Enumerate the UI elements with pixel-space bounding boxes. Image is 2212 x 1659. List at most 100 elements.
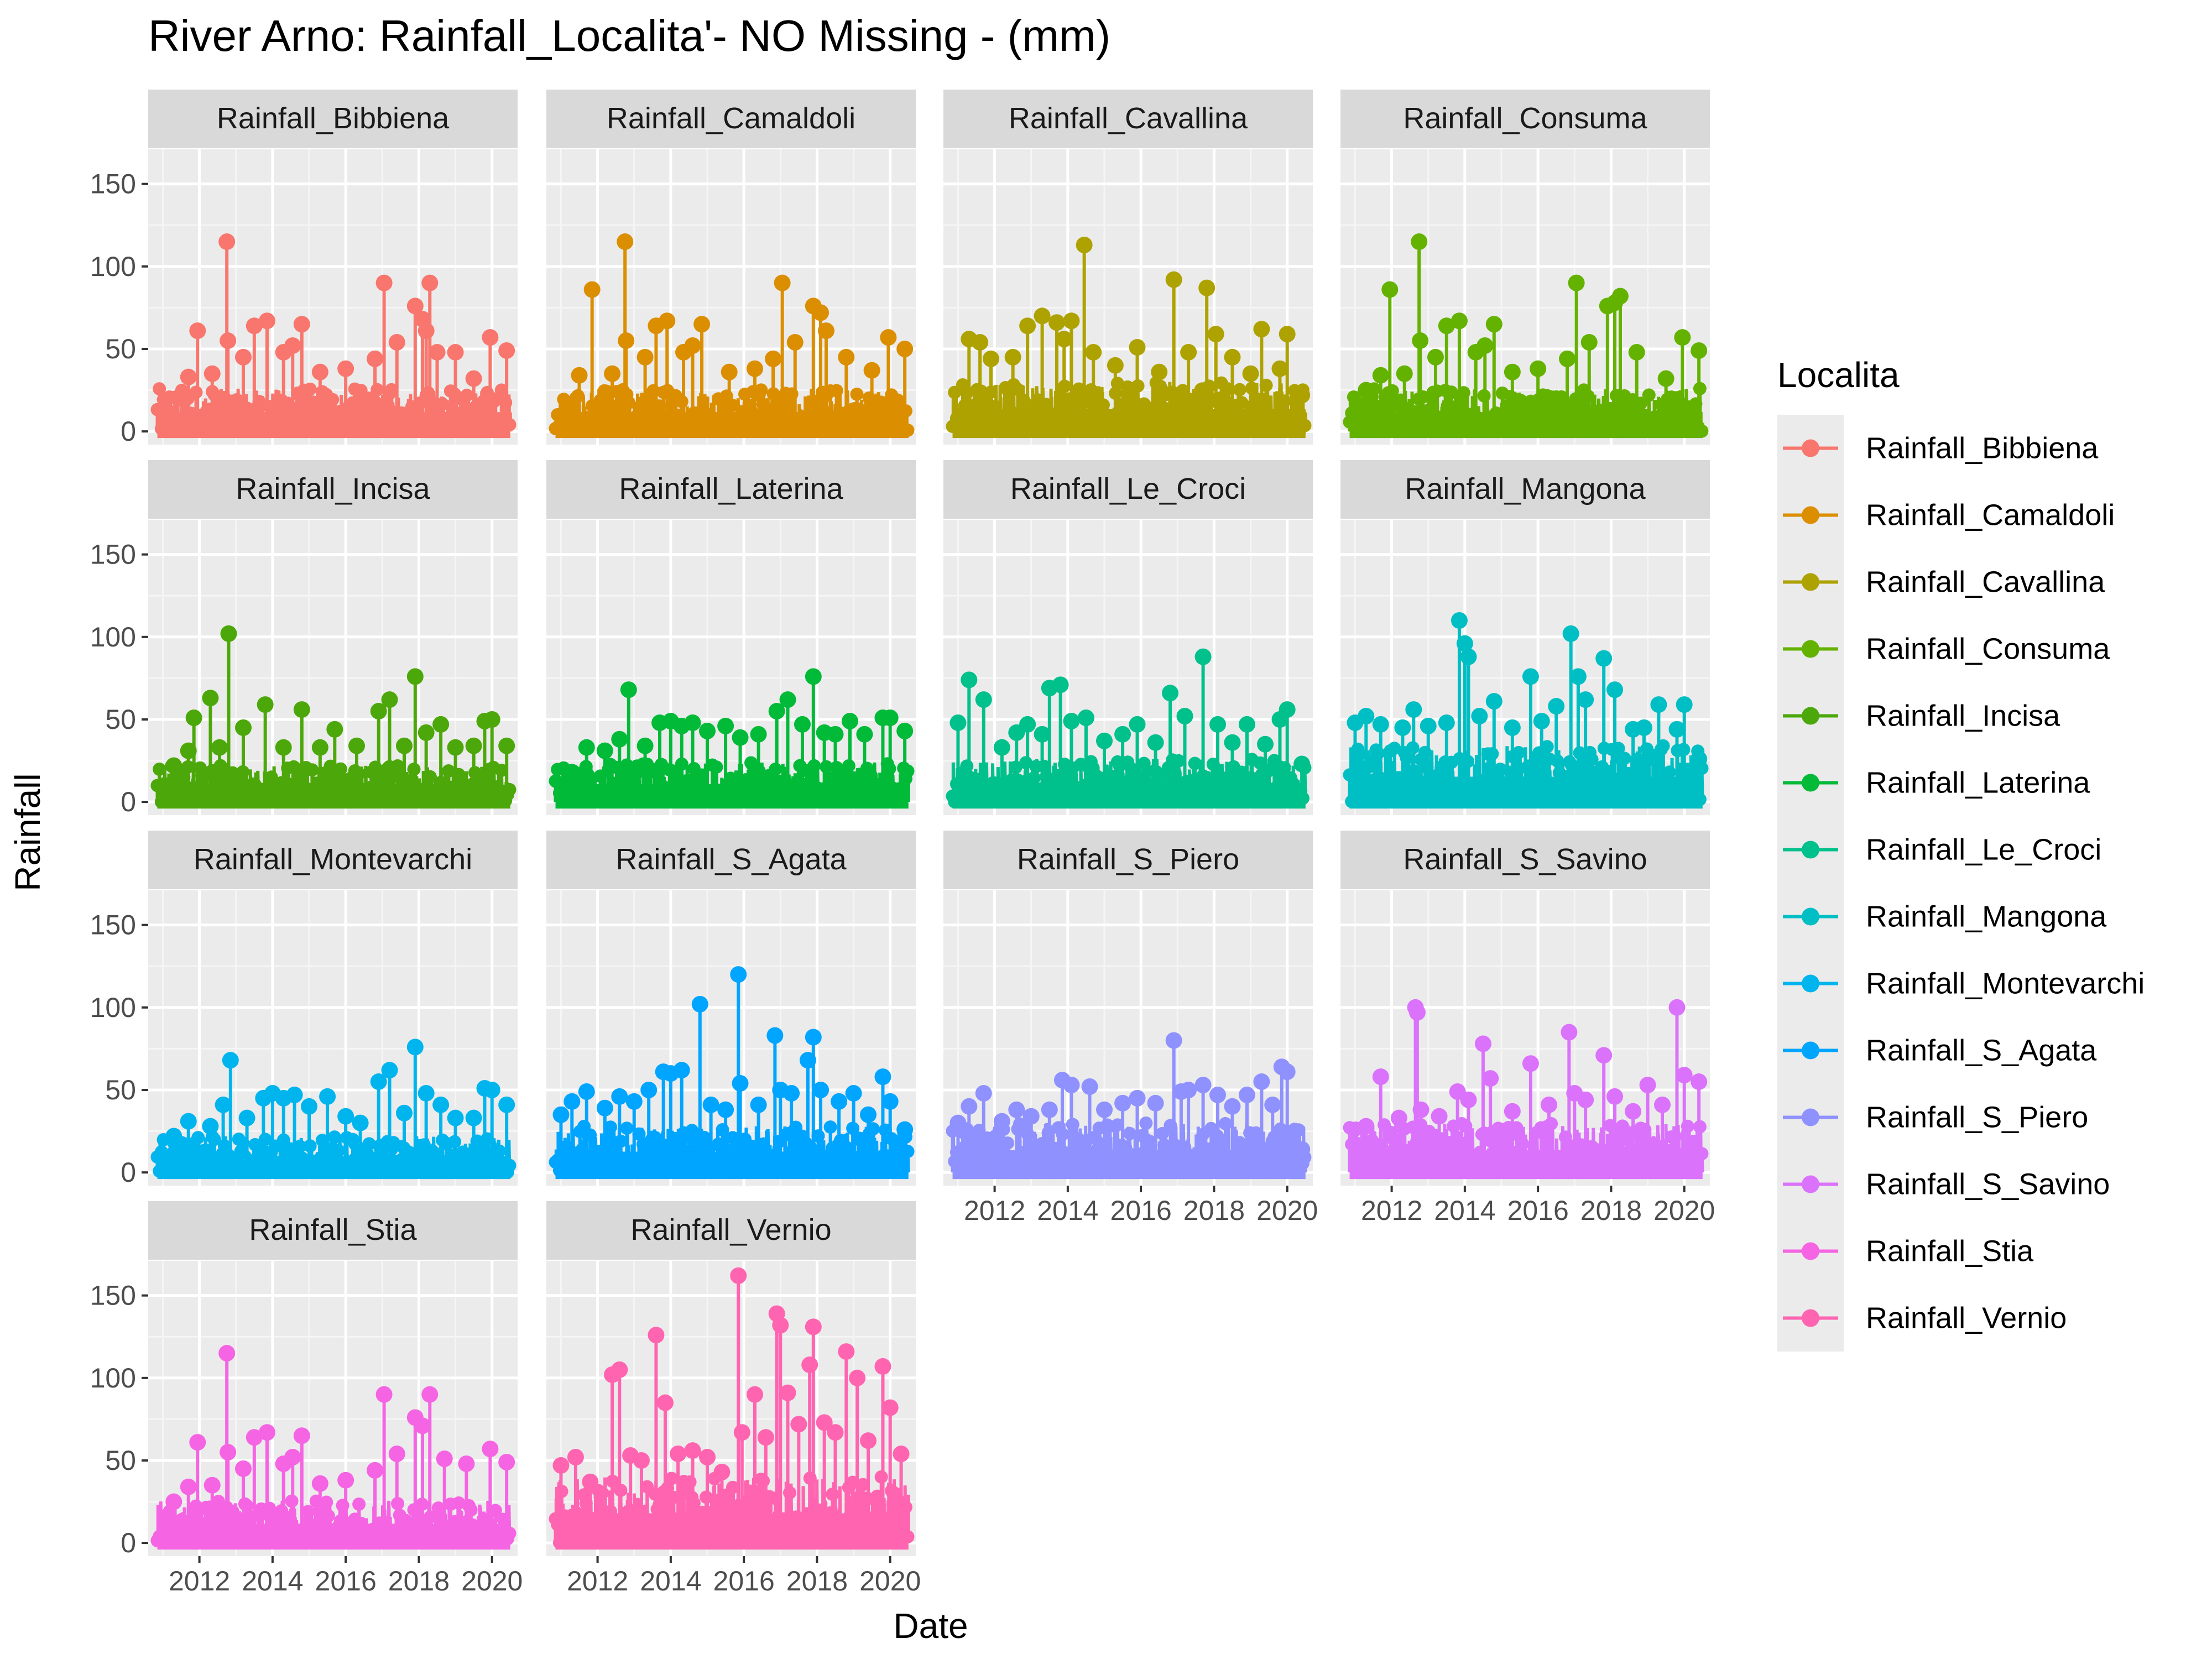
- data-point: [333, 1514, 347, 1528]
- facet-panel: Rainfall_Montevarchi 0 50 100 150: [90, 831, 518, 1188]
- data-point: [706, 1525, 719, 1538]
- data-point: [337, 1472, 354, 1489]
- legend-key-point: [1802, 774, 1819, 792]
- data-point: [578, 739, 595, 756]
- legend-key-point: [1802, 1242, 1819, 1260]
- data-point: [395, 737, 413, 754]
- data-point: [1559, 350, 1576, 367]
- data-point: [656, 1394, 674, 1411]
- data-point: [699, 1449, 716, 1466]
- data-point: [864, 769, 878, 782]
- data-point: [258, 1424, 275, 1441]
- data-point: [838, 1343, 855, 1360]
- data-point: [1438, 714, 1455, 731]
- data-point: [972, 334, 989, 351]
- data-point: [611, 731, 628, 748]
- data-point: [456, 777, 469, 791]
- data-point: [783, 1084, 800, 1102]
- data-point: [375, 1386, 393, 1403]
- data-point: [482, 329, 499, 346]
- legend-key-point: [1802, 974, 1819, 993]
- data-point: [1695, 424, 1709, 438]
- legend-item: Rainfall_Consuma: [1777, 615, 2110, 682]
- data-point: [750, 1096, 767, 1113]
- data-point: [1129, 1089, 1146, 1107]
- data-point: [1477, 337, 1494, 354]
- data-point: [1063, 1077, 1080, 1094]
- data-point: [620, 681, 637, 698]
- facet-strip: [1340, 90, 1710, 148]
- data-point: [1638, 1123, 1652, 1136]
- data-point: [293, 1139, 307, 1153]
- data-point: [320, 1495, 333, 1509]
- data-point: [301, 1505, 315, 1519]
- facet-panel: Rainfall_Cavallina: [943, 90, 1313, 445]
- facet-strip: [943, 831, 1313, 889]
- data-point: [950, 714, 967, 731]
- data-point: [1070, 782, 1084, 796]
- y-tick-label: 100: [90, 1363, 136, 1394]
- data-point: [567, 1449, 584, 1466]
- y-tick-label: 100: [90, 992, 136, 1023]
- data-point: [180, 368, 197, 385]
- facet-strip-label: Rainfall_Laterina: [619, 472, 843, 505]
- data-point: [1249, 1126, 1263, 1140]
- facet-strip-label: Rainfall_S_Piero: [1017, 843, 1239, 876]
- x-tick-label: 2020: [461, 1566, 523, 1597]
- data-point: [1394, 719, 1411, 736]
- data-point: [750, 726, 767, 743]
- data-point: [1076, 237, 1093, 254]
- data-point: [838, 348, 855, 366]
- data-point: [1695, 1147, 1709, 1161]
- legend-key-point: [1802, 573, 1819, 591]
- data-point: [1485, 316, 1503, 333]
- data-point: [1561, 1024, 1578, 1041]
- data-point: [421, 1386, 439, 1403]
- data-point: [863, 362, 880, 379]
- data-point: [827, 1424, 844, 1441]
- data-point: [812, 304, 830, 321]
- data-point: [856, 726, 873, 743]
- data-point: [1034, 726, 1051, 743]
- data-point: [950, 1114, 967, 1131]
- data-point: [790, 1416, 807, 1433]
- data-point: [234, 348, 252, 366]
- x-tick-label: 2018: [388, 1566, 450, 1597]
- x-tick-label: 2016: [713, 1566, 775, 1597]
- data-point: [709, 760, 723, 774]
- data-point: [1063, 312, 1080, 330]
- facet-panel: Rainfall_Mangona: [1340, 460, 1710, 815]
- data-point: [975, 1084, 992, 1102]
- data-point: [1662, 765, 1676, 779]
- data-point: [1293, 755, 1311, 773]
- data-point: [1381, 281, 1399, 298]
- legend-key-point: [1802, 1175, 1819, 1193]
- data-point: [901, 764, 915, 778]
- data-point: [1685, 763, 1699, 777]
- data-point: [1434, 410, 1448, 424]
- data-point: [337, 1108, 354, 1125]
- data-point: [564, 1093, 581, 1110]
- data-point: [321, 1509, 335, 1523]
- data-point: [1347, 390, 1360, 404]
- data-point: [189, 322, 206, 340]
- data-point: [370, 1073, 387, 1091]
- data-point: [611, 1361, 628, 1378]
- data-point: [646, 1533, 660, 1547]
- facet-strip: [148, 1201, 518, 1260]
- data-point: [1151, 363, 1168, 380]
- data-point: [805, 1029, 822, 1046]
- facet-strip: [943, 460, 1313, 519]
- data-point: [772, 1317, 789, 1334]
- data-point: [646, 793, 660, 806]
- legend-key-point: [1802, 841, 1819, 859]
- data-point: [1202, 1163, 1216, 1177]
- data-point: [856, 1478, 870, 1491]
- data-point: [301, 1098, 318, 1115]
- data-point: [220, 625, 237, 642]
- data-point: [769, 422, 782, 436]
- data-point: [1580, 334, 1598, 351]
- y-tick-label: 150: [90, 169, 136, 200]
- facet-panel: Rainfall_Bibbiena 0 50 100 150: [90, 90, 518, 447]
- data-point: [893, 1446, 910, 1463]
